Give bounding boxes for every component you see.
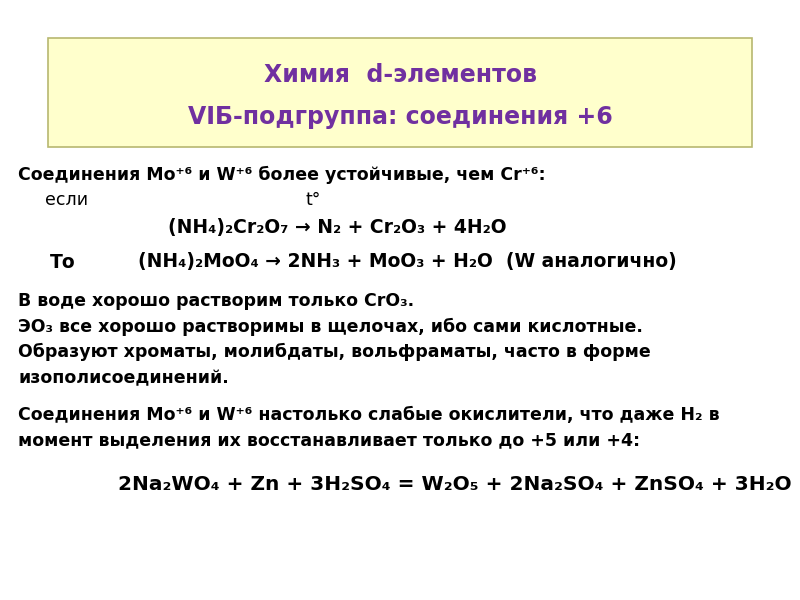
Text: (NH₄)₂MoO₄ → 2NH₃ + MoO₃ + H₂O  (W аналогично): (NH₄)₂MoO₄ → 2NH₃ + MoO₃ + H₂O (W аналог… [138, 253, 677, 271]
Text: В воде хорошо растворим только CrO₃.: В воде хорошо растворим только CrO₃. [18, 292, 414, 310]
Text: ЭО₃ все хорошо растворимы в щелочах, ибо сами кислотные.: ЭО₃ все хорошо растворимы в щелочах, ибо… [18, 318, 643, 336]
Text: Соединения Mo⁺⁶ и W⁺⁶ настолько слабые окислители, что даже H₂ в: Соединения Mo⁺⁶ и W⁺⁶ настолько слабые о… [18, 406, 720, 424]
Text: VIБ-подгруппа: соединения +6: VIБ-подгруппа: соединения +6 [188, 105, 612, 129]
Text: 2Na₂WO₄ + Zn + 3H₂SO₄ = W₂O₅ + 2Na₂SO₄ + ZnSO₄ + 3H₂O: 2Na₂WO₄ + Zn + 3H₂SO₄ = W₂O₅ + 2Na₂SO₄ +… [118, 475, 792, 494]
Text: То: То [50, 253, 76, 271]
Text: если: если [45, 191, 88, 209]
Text: изополисоединений.: изополисоединений. [18, 369, 229, 387]
Text: (NH₄)₂Cr₂O₇ → N₂ + Cr₂O₃ + 4H₂O: (NH₄)₂Cr₂O₇ → N₂ + Cr₂O₃ + 4H₂O [168, 217, 506, 236]
Text: Соединения Mo⁺⁶ и W⁺⁶ более устойчивые, чем Cr⁺⁶:: Соединения Mo⁺⁶ и W⁺⁶ более устойчивые, … [18, 166, 546, 184]
FancyBboxPatch shape [48, 38, 752, 147]
Text: Химия  d-элементов: Химия d-элементов [263, 63, 537, 87]
Text: момент выделения их восстанавливает только до +5 или +4:: момент выделения их восстанавливает толь… [18, 431, 640, 449]
Text: Образуют хроматы, молибдаты, вольфраматы, часто в форме: Образуют хроматы, молибдаты, вольфраматы… [18, 343, 650, 361]
Text: t°: t° [305, 191, 320, 209]
